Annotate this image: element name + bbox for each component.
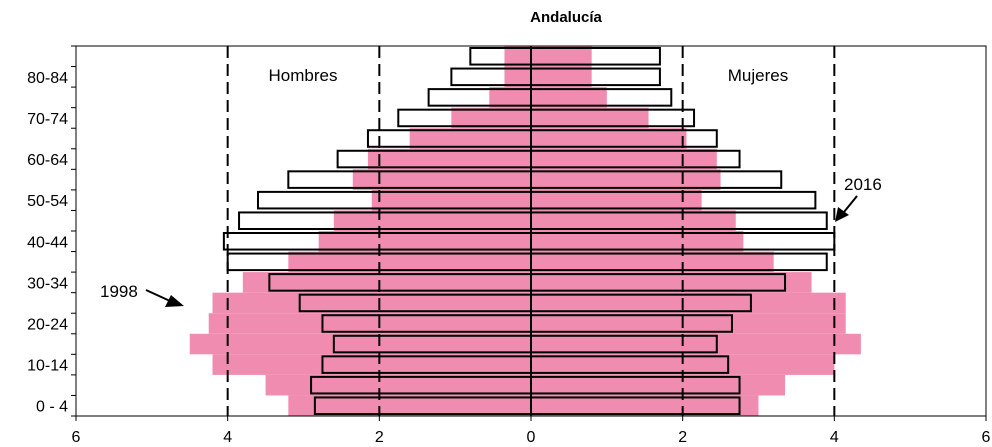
bar-1998-men-4 <box>208 313 532 334</box>
bar-1998-women-14 <box>531 107 649 129</box>
annotation-2016: 2016 <box>835 175 882 222</box>
annotation-1998-arrow-shaft <box>145 289 171 302</box>
x-tick-label-3: 0 <box>527 429 536 446</box>
bar-1998-men-7 <box>288 251 531 273</box>
bar-1998-women-12 <box>531 148 717 170</box>
x-axis-ticks: 6 4 2 0 2 4 6 <box>72 416 991 446</box>
y-tick-label-4: 40-44 <box>27 234 68 251</box>
bar-1998-women-8 <box>531 231 744 252</box>
bar-1998-women-15 <box>531 87 607 108</box>
annotation-1998-arrow-head <box>165 295 184 307</box>
y-tick-label-2: 20-24 <box>27 317 68 334</box>
y-tick-label-0: 0 - 4 <box>36 399 68 416</box>
bar-1998-men-13 <box>409 128 531 149</box>
y-tick-label-7: 70-74 <box>27 111 68 128</box>
annotation-1998: 1998 <box>100 282 184 307</box>
bar-1998-women-0 <box>531 395 759 416</box>
x-tick-label-1: 4 <box>223 429 232 446</box>
bar-1998-men-10 <box>371 189 531 211</box>
bar-1998-men-14 <box>451 107 531 129</box>
annotation-2016-label: 2016 <box>844 175 882 194</box>
bar-1998-women-3 <box>531 333 861 355</box>
bar-1998-men-2 <box>212 354 531 375</box>
bar-1998-men-8 <box>318 231 531 252</box>
group-label-right: Mujeres <box>728 66 788 85</box>
bar-1998-men-17 <box>504 46 531 67</box>
x-tick-label-4: 2 <box>678 429 687 446</box>
bar-1998-women-17 <box>531 46 592 67</box>
bar-1998-women-4 <box>531 313 846 334</box>
group-label-left: Hombres <box>269 66 338 85</box>
bar-1998-women-2 <box>531 354 835 375</box>
y-tick-label-6: 60-64 <box>27 152 68 169</box>
bar-1998-women-7 <box>531 251 774 273</box>
bar-1998-women-16 <box>531 66 592 88</box>
annotation-2016-arrow-head <box>835 207 849 222</box>
bar-1998-men-9 <box>333 210 531 231</box>
bar-1998-women-10 <box>531 189 702 211</box>
x-tick-label-5: 4 <box>830 429 839 446</box>
bar-1998-women-1 <box>531 374 786 396</box>
y-tick-label-8: 80-84 <box>27 70 68 87</box>
plot-area <box>75 45 987 417</box>
bar-1998-women-11 <box>531 169 721 190</box>
bar-1998-men-3 <box>189 333 531 355</box>
series-1998-bars <box>189 46 861 416</box>
y-tick-label-1: 10-14 <box>27 358 68 375</box>
bar-1998-women-13 <box>531 128 687 149</box>
bar-1998-men-12 <box>367 148 531 170</box>
reference-lines <box>226 46 836 416</box>
bar-1998-men-15 <box>489 87 531 108</box>
y-tick-label-5: 50-54 <box>27 193 68 210</box>
x-tick-label-2: 2 <box>375 429 384 446</box>
bar-1998-women-9 <box>531 210 736 231</box>
y-axis-ticks: 0 - 4 10-14 20-24 30-34 40-44 50-54 60-64 70-74… <box>27 45 76 417</box>
annotation-1998-label: 1998 <box>100 282 138 301</box>
bar-1998-women-5 <box>531 292 846 314</box>
bar-1998-women-6 <box>531 272 812 293</box>
y-tick-label-3: 30-34 <box>27 275 68 292</box>
x-tick-label-0: 6 <box>72 429 81 446</box>
x-tick-label-6: 6 <box>982 429 991 446</box>
chart-title: Andalucía <box>530 9 602 26</box>
bar-1998-men-0 <box>288 395 531 416</box>
bar-1998-men-6 <box>242 272 532 293</box>
bar-1998-men-1 <box>265 374 531 396</box>
bar-1998-men-5 <box>212 292 531 314</box>
bar-1998-men-11 <box>352 169 531 190</box>
annotation-2016-arrow-shaft <box>843 195 858 213</box>
bar-1998-men-16 <box>504 66 531 88</box>
